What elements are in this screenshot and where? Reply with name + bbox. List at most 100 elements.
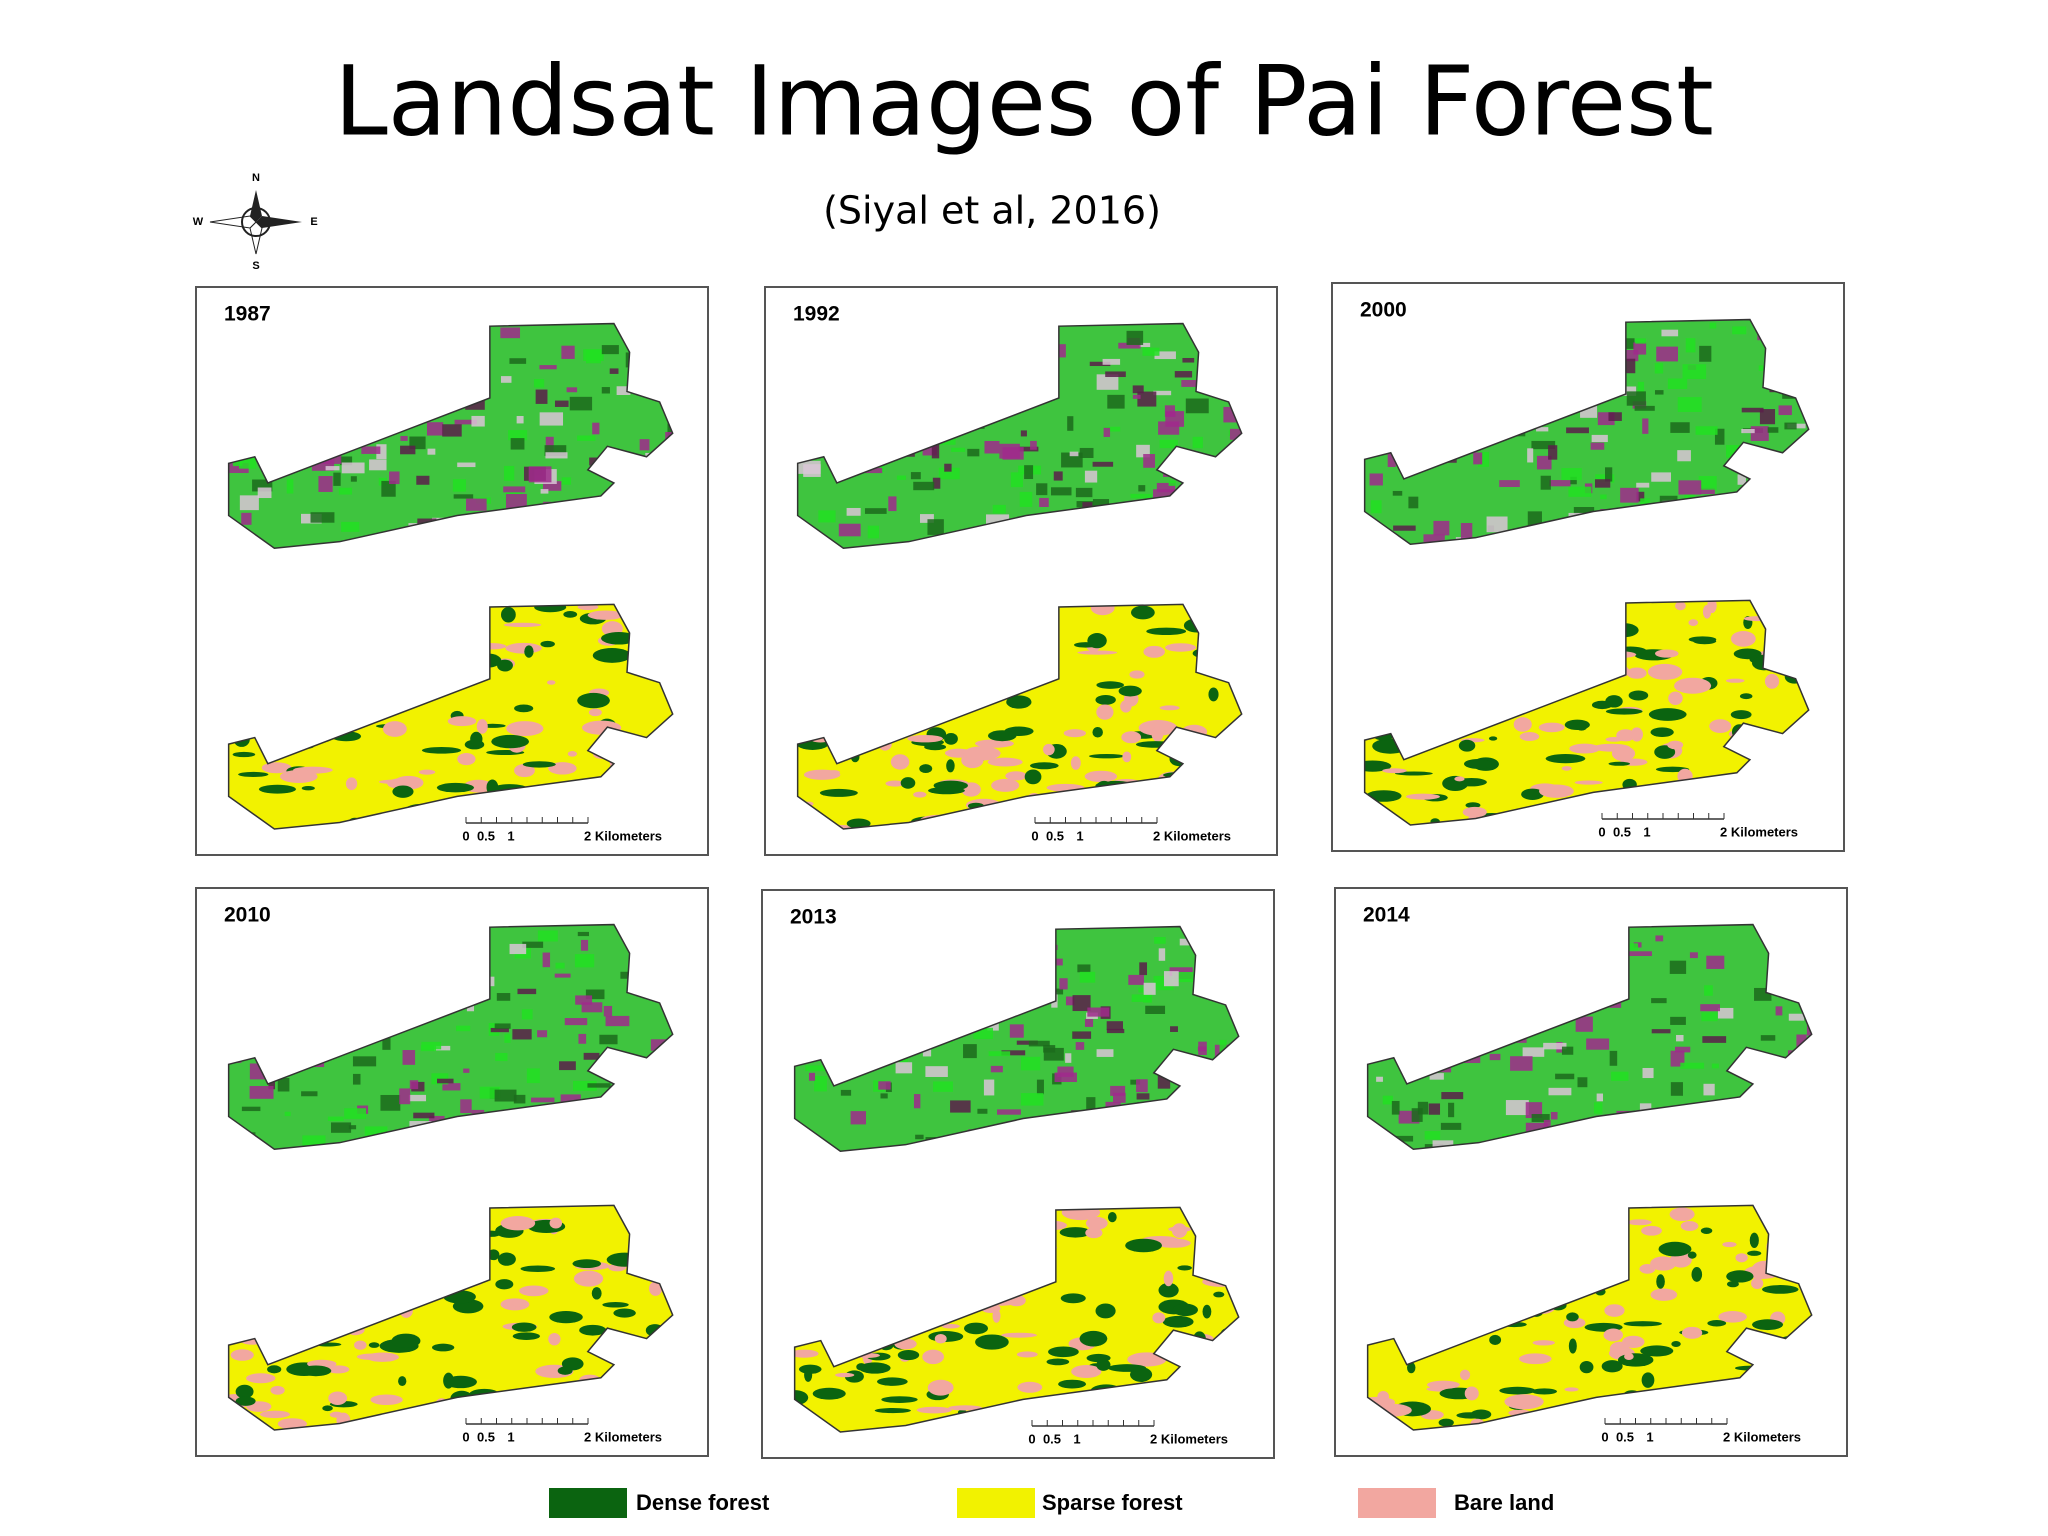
map-panel: 2013 0 0.5 1 2 Kilometers — [761, 889, 1275, 1459]
scale-label: 1 — [1073, 1431, 1080, 1446]
image-patch — [1608, 412, 1622, 421]
land-patch — [1574, 780, 1603, 785]
land-patch — [946, 759, 955, 773]
land-patch — [573, 1270, 604, 1287]
land-patch — [1208, 687, 1219, 702]
image-patch — [1622, 338, 1635, 349]
image-patch — [457, 462, 476, 468]
image-patch — [1089, 361, 1111, 367]
image-patch — [927, 519, 944, 535]
image-patch — [667, 423, 673, 440]
image-patch — [983, 1079, 995, 1096]
image-patch — [1387, 451, 1396, 467]
land-patch — [1405, 793, 1440, 800]
image-patch — [545, 452, 568, 459]
image-patch — [1499, 480, 1520, 488]
image-patch — [1700, 487, 1715, 495]
land-patch — [238, 771, 269, 777]
legend-label: Sparse forest — [1042, 1490, 1183, 1515]
land-patch — [846, 818, 871, 829]
image-patch — [910, 472, 921, 480]
land-patch — [326, 1365, 350, 1374]
image-patch — [1605, 467, 1613, 482]
land-patch — [856, 1363, 867, 1371]
image-patch — [1143, 982, 1156, 995]
land-patch — [1060, 1293, 1086, 1304]
land-patch — [1539, 784, 1574, 798]
land-patch — [1125, 1238, 1162, 1253]
land-patch — [1647, 663, 1683, 680]
land-patch — [514, 763, 535, 778]
land-patch — [1675, 601, 1686, 611]
land-patch — [1658, 1241, 1692, 1257]
image-patch — [421, 1041, 442, 1050]
land-patch — [1146, 627, 1187, 636]
compass: N S W E — [193, 172, 318, 272]
image-patch — [521, 1009, 533, 1020]
map-panel: 1992 0 0.5 1 2 Kilometers — [764, 286, 1278, 856]
land-patch — [1121, 731, 1142, 744]
land-patch — [613, 1308, 636, 1318]
image-patch — [1030, 440, 1037, 450]
image-patch — [1600, 494, 1607, 500]
image-patch — [1689, 952, 1698, 959]
image-patch — [1698, 476, 1717, 490]
image-patch — [1626, 391, 1646, 406]
land-patch — [235, 1384, 254, 1399]
land-patch — [1088, 753, 1125, 759]
land-patch — [601, 632, 637, 645]
image-patch — [951, 447, 966, 452]
scale-label: 2 Kilometers — [1720, 824, 1798, 839]
image-patch — [850, 1111, 867, 1125]
image-patch — [1561, 468, 1582, 481]
land-patch — [548, 1332, 561, 1346]
image-patch — [434, 1045, 451, 1051]
image-patch — [1448, 1102, 1455, 1118]
image-patch — [1092, 499, 1110, 508]
image-patch — [1092, 461, 1114, 467]
land-patch — [421, 747, 462, 754]
land-patch — [916, 1406, 952, 1414]
image-patch — [1139, 342, 1151, 348]
image-patch — [1113, 1092, 1126, 1103]
scale-label: 1 — [507, 828, 514, 843]
land-patch — [506, 721, 544, 737]
image-patch — [1625, 350, 1639, 362]
land-patch — [1730, 631, 1756, 647]
land-patch — [512, 1298, 523, 1307]
land-patch — [259, 1410, 290, 1419]
image-patch — [526, 1068, 540, 1084]
image-patch — [1760, 1035, 1776, 1041]
image-patch — [1536, 455, 1552, 470]
image-patch — [1136, 1093, 1150, 1100]
image-patch — [456, 1025, 471, 1032]
image-patch — [1020, 1056, 1041, 1071]
image-patch — [864, 508, 887, 514]
land-patch — [1165, 643, 1196, 652]
image-patch — [1039, 497, 1049, 507]
image-patch — [427, 448, 436, 455]
land-patch — [1488, 736, 1498, 741]
image-patch — [1737, 474, 1746, 485]
image-patch — [973, 1027, 993, 1039]
scale-label: 0.5 — [1616, 1429, 1634, 1444]
land-patch — [540, 640, 555, 648]
land-patch — [1568, 1338, 1577, 1354]
image-patch — [1575, 1016, 1593, 1032]
land-patch — [1674, 677, 1712, 694]
image-patch — [639, 439, 650, 451]
map-panel: 2010 0 0.5 1 2 Kilometers — [195, 887, 709, 1457]
map-outline — [1366, 1204, 1813, 1431]
image-patch — [1702, 1036, 1727, 1043]
image-patch — [1154, 937, 1166, 944]
land-patch — [1513, 717, 1532, 732]
compass-label: N — [252, 172, 260, 184]
image-patch — [1505, 1100, 1529, 1116]
image-patch — [327, 1116, 344, 1121]
land-patch — [1120, 700, 1132, 713]
image-patch — [460, 1099, 472, 1114]
image-patch — [426, 422, 444, 436]
image-patch — [560, 1094, 581, 1104]
scale-label: 2 Kilometers — [1153, 828, 1231, 843]
image-patch — [1577, 1077, 1588, 1088]
